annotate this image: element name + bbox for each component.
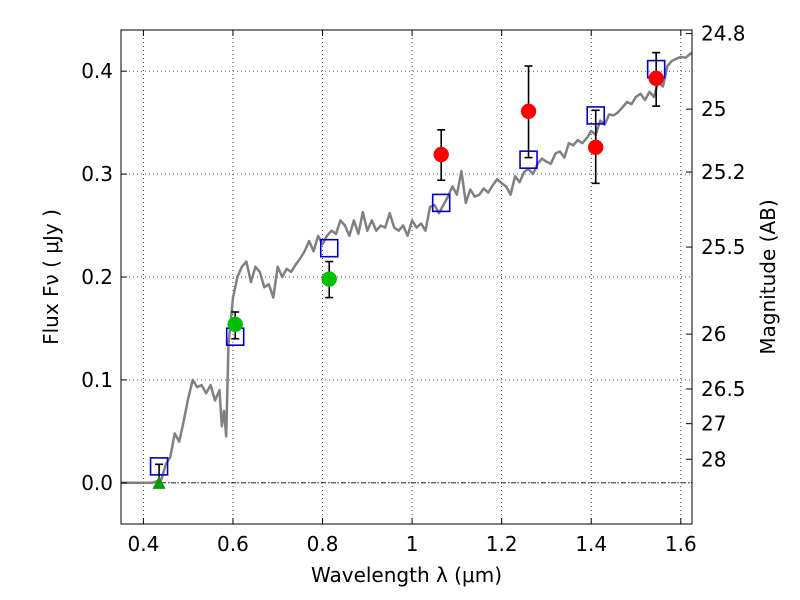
- grid-lines: [121, 30, 692, 524]
- right-tick-label: 25: [701, 97, 726, 121]
- y-tick-label: 0.2: [81, 265, 113, 289]
- axis-ticks: 0.4 0.6 0.8 1 1.2 1.4 1.6 0.0 0.1 0.2 0.3 0.4 24.8 25…: [81, 22, 745, 556]
- right-tick-label: 24.8: [701, 22, 746, 46]
- model-photometry-square: [431, 193, 451, 213]
- right-tick-label: 28: [701, 447, 726, 471]
- detection-point: [433, 146, 449, 163]
- detection-point: [587, 139, 604, 156]
- x-tick-label: 0.4: [127, 532, 159, 556]
- x-tick-label: 1.4: [575, 532, 607, 556]
- detection-point: [227, 316, 243, 333]
- y-tick-label: 0.3: [81, 162, 113, 186]
- y-axis-label: Flux Fν ( μJy ): [39, 209, 63, 345]
- right-tick-label: 25.5: [701, 235, 746, 259]
- y-tick-label: 0.0: [81, 471, 113, 495]
- x-tick-label: 1.6: [665, 532, 697, 556]
- model-spectrum: [121, 51, 693, 485]
- x-tick-label: 1.2: [486, 532, 518, 556]
- model-photometry-square: [319, 238, 339, 258]
- data-markers: [149, 51, 666, 489]
- upper-limit-triangle: [152, 475, 166, 489]
- model-spectrum-line: [121, 51, 693, 485]
- x-tick-label: 0.8: [307, 532, 339, 556]
- right-axis-label: Magnitude (AB): [756, 199, 780, 354]
- x-axis-label: Wavelength λ (μm): [311, 563, 502, 587]
- detection-point: [520, 103, 537, 120]
- right-tick-label: 26.5: [701, 377, 746, 401]
- y-tick-label: 0.4: [81, 59, 113, 83]
- plot-frame: [120, 29, 693, 525]
- x-tick-label: 0.6: [217, 532, 249, 556]
- right-tick-label: 26: [701, 322, 726, 346]
- detection-point: [648, 70, 664, 87]
- y-tick-label: 0.1: [81, 368, 113, 392]
- x-tick-label: 1: [406, 532, 419, 556]
- detection-point: [321, 271, 337, 287]
- right-tick-label: 25.2: [701, 160, 746, 184]
- right-tick-label: 27: [701, 412, 726, 436]
